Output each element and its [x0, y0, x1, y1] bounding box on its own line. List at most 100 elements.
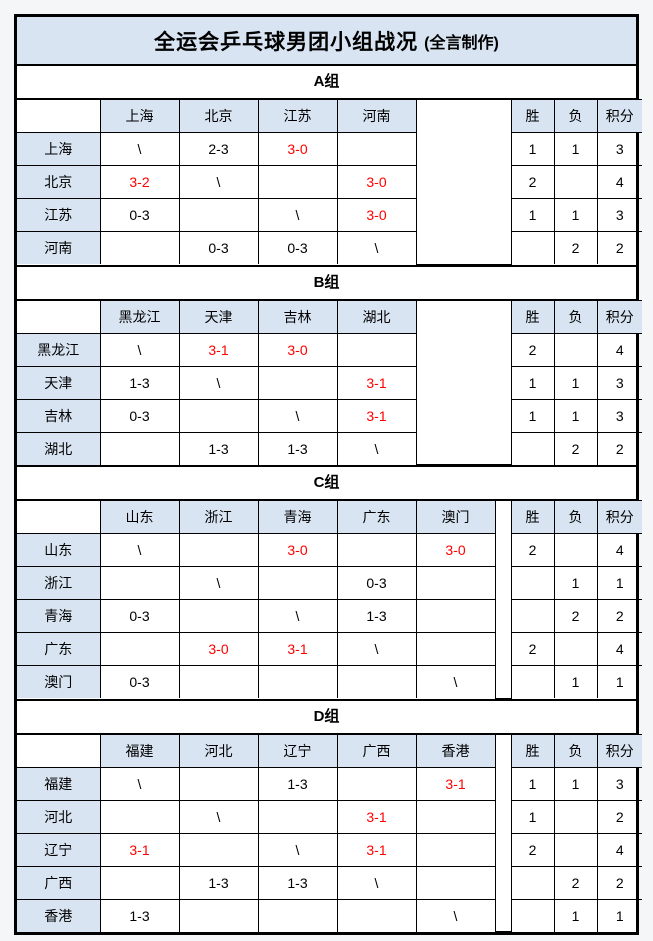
result-cell: 3-1	[178, 332, 259, 367]
group-d-section: D组 福建 河北 辽宁 广西 香港胜负积分 福建 \ 1-3 3-1 1 1 3 河北 \ 3-1 1 2 辽宁 3-…	[17, 698, 642, 933]
groups-container: A组 上海 北京 江苏 河南胜负积分 上海 \ 2-3 3-0 1 1 3 北京 3-2 \ 3-0 2 4 江苏 0…	[17, 66, 642, 933]
diagonal-cell: \	[178, 365, 259, 400]
team-row: 澳门 0-3 \ 1 1	[17, 665, 642, 698]
team-column-header: 辽宁	[257, 733, 338, 768]
diagonal-cell: \	[415, 898, 496, 932]
points-header: 积分	[596, 500, 642, 534]
points-header: 积分	[596, 99, 642, 133]
corner-cell	[17, 99, 101, 133]
wins-cell: 1	[510, 132, 555, 166]
result-cell	[178, 599, 259, 633]
result-cell: 3-1	[336, 832, 417, 867]
losses-header: 负	[553, 733, 598, 768]
result-cell	[336, 665, 417, 698]
result-cell	[99, 865, 180, 900]
diagonal-cell: \	[336, 231, 417, 264]
points-cell: 2	[596, 431, 642, 465]
diagonal-cell: \	[99, 766, 180, 801]
result-cell: 1-3	[178, 431, 259, 465]
points-cell: 4	[596, 533, 642, 567]
losses-cell: 1	[553, 566, 598, 600]
result-cell	[99, 431, 180, 465]
result-cell	[415, 865, 496, 900]
wins-cell: 1	[510, 198, 555, 232]
points-cell: 1	[596, 665, 642, 698]
losses-header: 负	[553, 299, 598, 334]
wins-header: 胜	[510, 733, 555, 768]
wins-cell	[510, 665, 555, 698]
losses-header: 负	[553, 500, 598, 534]
wins-cell: 2	[510, 332, 555, 367]
result-cell	[99, 566, 180, 600]
losses-header: 负	[553, 99, 598, 133]
team-row-label: 广东	[17, 632, 101, 666]
group-b-title: B组	[17, 266, 636, 300]
points-cell: 4	[596, 165, 642, 199]
team-row: 北京 3-2 \ 3-0 2 4	[17, 165, 642, 199]
result-cell: 3-1	[336, 365, 417, 400]
team-row-label: 山东	[17, 533, 101, 567]
result-cell: 1-3	[257, 431, 338, 465]
points-cell: 3	[596, 132, 642, 166]
diagonal-cell: \	[99, 533, 180, 567]
team-column-header: 山东	[99, 500, 180, 534]
group-c-table: 山东 浙江 青海 广东 澳门胜负积分 山东 \ 3-0 3-0 2 4 浙江 \ 0-3 1 1 青海 0-3 \ 1…	[17, 500, 642, 699]
wins-cell: 1	[510, 365, 555, 400]
result-cell: 1-3	[257, 865, 338, 900]
group-c-title: C组	[17, 467, 636, 500]
result-cell	[257, 165, 338, 199]
team-row: 青海 0-3 \ 1-3 2 2	[17, 599, 642, 633]
team-column-header: 上海	[99, 99, 180, 133]
result-cell	[257, 898, 338, 932]
group-c-header-row: 山东 浙江 青海 广东 澳门胜负积分	[17, 500, 642, 699]
wins-cell	[510, 599, 555, 633]
team-row-label: 上海	[17, 132, 101, 166]
team-column-header: 广东	[336, 500, 417, 534]
wins-cell: 1	[510, 766, 555, 801]
result-cell: 3-1	[99, 832, 180, 867]
wins-cell	[510, 231, 555, 264]
result-cell	[257, 799, 338, 834]
team-row: 辽宁 3-1 \ 3-1 2 4	[17, 832, 642, 867]
group-a-title: A组	[17, 66, 636, 99]
result-cell	[336, 132, 417, 166]
result-cell: 1-3	[99, 365, 180, 400]
team-column-header: 北京	[178, 99, 259, 133]
wins-header: 胜	[510, 299, 555, 334]
team-row-label: 河北	[17, 799, 101, 834]
diagonal-cell: \	[99, 132, 180, 166]
result-cell: 0-3	[99, 599, 180, 633]
team-column-header: 福建	[99, 733, 180, 768]
team-row: 江苏 0-3 \ 3-0 1 1 3	[17, 198, 642, 232]
losses-cell	[553, 632, 598, 666]
result-cell	[178, 832, 259, 867]
points-cell: 1	[596, 566, 642, 600]
team-row-label: 河南	[17, 231, 101, 264]
team-row: 浙江 \ 0-3 1 1	[17, 566, 642, 600]
points-cell: 1	[596, 898, 642, 932]
team-row-label: 湖北	[17, 431, 101, 465]
wins-header: 胜	[510, 99, 555, 133]
losses-cell: 1	[553, 398, 598, 433]
team-row-label: 吉林	[17, 398, 101, 433]
points-cell: 3	[596, 398, 642, 433]
result-cell: 2-3	[178, 132, 259, 166]
team-row-label: 黑龙江	[17, 332, 101, 367]
result-cell	[415, 599, 496, 633]
result-cell: 3-0	[257, 132, 338, 166]
spacer-column	[494, 500, 512, 699]
result-cell	[178, 198, 259, 232]
result-cell	[178, 398, 259, 433]
diagonal-cell: \	[178, 165, 259, 199]
group-d-title: D组	[17, 700, 636, 734]
losses-cell: 2	[553, 431, 598, 465]
result-cell	[415, 566, 496, 600]
team-row: 福建 \ 1-3 3-1 1 1 3	[17, 766, 642, 801]
losses-cell: 2	[553, 231, 598, 264]
group-a-header-row: 上海 北京 江苏 河南胜负积分	[17, 99, 642, 265]
team-row: 广西 1-3 1-3 \ 2 2	[17, 865, 642, 900]
points-cell: 2	[596, 865, 642, 900]
team-row-label: 辽宁	[17, 832, 101, 867]
points-cell: 3	[596, 365, 642, 400]
result-cell: 3-0	[257, 332, 338, 367]
